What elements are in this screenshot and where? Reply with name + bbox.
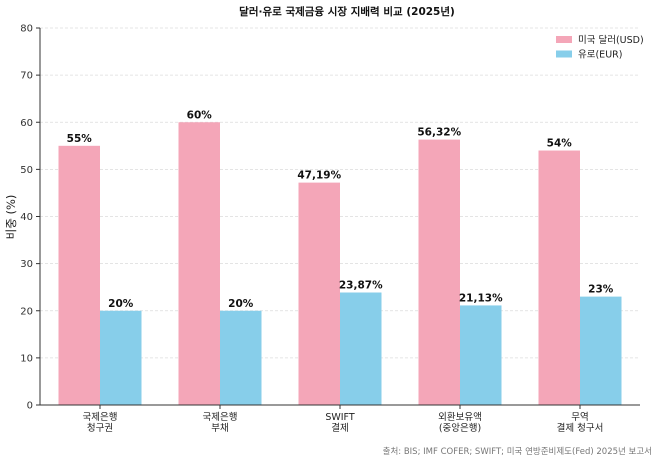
data-label: 55% — [67, 133, 93, 145]
bar-eur — [100, 310, 142, 405]
y-tick-label: 10 — [20, 353, 33, 364]
bar-eur — [580, 296, 622, 405]
bars: 55% 20% 60% 20% 47,19% 23,87% 56,32% 21,13% 54% 2… — [58, 109, 622, 406]
data-label: 23,87% — [339, 280, 383, 292]
data-label: 56,32% — [417, 127, 461, 139]
y-tick-label: 50 — [20, 165, 33, 176]
y-tick-label: 70 — [20, 71, 33, 82]
x-tick-label: 결제 청구서 — [557, 423, 604, 434]
x-tick-label: 무역 — [571, 412, 588, 423]
legend-label-eur: 유로(EUR) — [578, 50, 622, 61]
bar-usd — [58, 145, 100, 405]
y-tick-label: 80 — [20, 24, 33, 35]
x-tick-label: 외환보유액 — [438, 411, 482, 423]
x-tick-label: 국제은행 — [203, 411, 238, 423]
y-tick-label: 0 — [27, 401, 33, 412]
data-label: 47,19% — [297, 170, 341, 182]
x-tick-label: 국제은행 — [83, 411, 118, 423]
y-axis-label: 비중 (%) — [4, 195, 18, 240]
y-tick-label: 60 — [20, 118, 33, 129]
bar-eur — [460, 305, 502, 405]
x-tick-label: (중앙은행) — [439, 422, 481, 434]
y-tick-label: 20 — [20, 306, 33, 317]
x-tick-label: 청구권 — [87, 422, 113, 434]
legend-swatch-usd — [556, 36, 572, 43]
chart-title: 달러·유로 국제금융 시장 지배력 비교 (2025년) — [239, 5, 455, 18]
data-label: 54% — [547, 138, 573, 150]
data-label: 21,13% — [459, 292, 503, 304]
y-tick-label: 30 — [20, 259, 33, 270]
legend-swatch-eur — [556, 50, 572, 58]
bar-usd — [538, 150, 580, 405]
bar-usd — [418, 139, 460, 406]
data-label: 20% — [228, 298, 254, 310]
y-tick-label: 40 — [20, 212, 33, 223]
x-tick-label: 결제 — [331, 423, 348, 434]
bar-usd — [178, 122, 220, 405]
source-note: 출처: BIS; IMF COFER; SWIFT; 미국 연방준비제도(Fed… — [383, 446, 652, 457]
legend-label-usd: 미국 달러(USD) — [578, 34, 644, 46]
data-label: 20% — [108, 298, 134, 310]
legend: 미국 달러(USD) 유로(EUR) — [556, 34, 644, 61]
axes: 01020304050607080국제은행청구권국제은행부채SWIFT결제외환보… — [20, 24, 640, 434]
bar-eur — [340, 292, 382, 405]
data-label: 60% — [187, 109, 213, 121]
data-label: 23% — [588, 284, 614, 296]
bar-usd — [298, 182, 340, 405]
x-tick-label: 부채 — [211, 423, 228, 434]
bar-eur — [220, 310, 262, 405]
x-tick-label: SWIFT — [325, 412, 355, 423]
